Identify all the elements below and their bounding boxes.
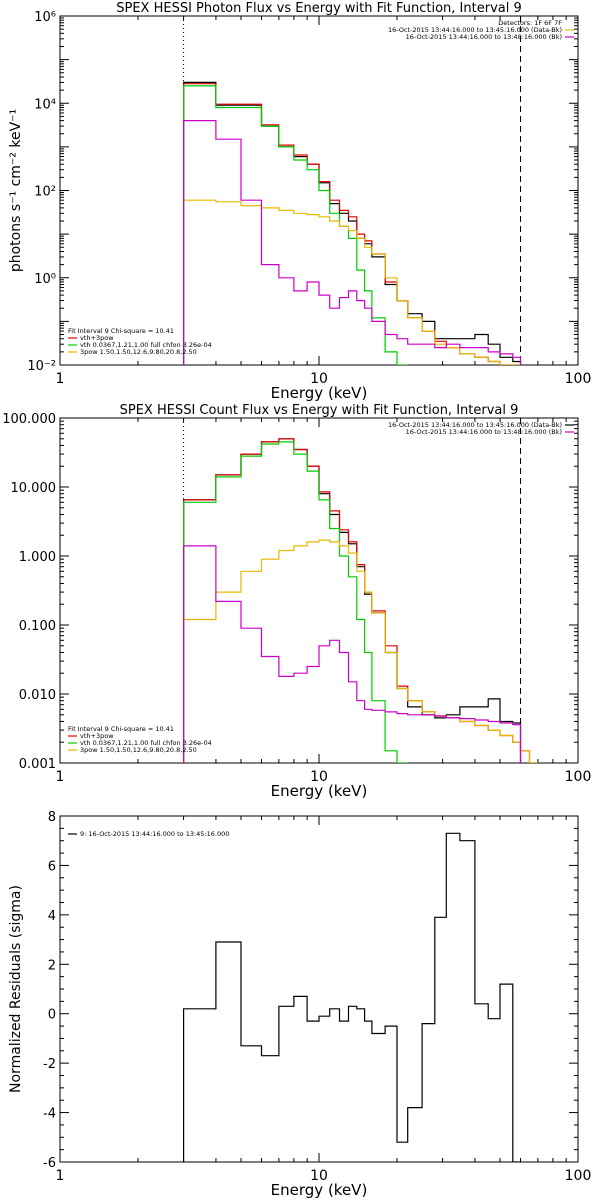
legend-left-entry: vth 0.0367,1.21,1.00 full chfon 3.26e-04 — [80, 341, 212, 349]
legend-left-entry: vth+3pow — [80, 334, 114, 342]
y-tick-label: 0 — [48, 1008, 56, 1023]
y-axis-label: photons s⁻¹ cm⁻² keV⁻¹ — [8, 109, 24, 272]
chart-1: 1 10 100 Energy (keV) 10⁻² 10⁰ 10² 10⁴ 10⁶ photon… — [8, 1, 591, 402]
series-vth — [183, 85, 408, 365]
x-tick-label: 100 — [565, 371, 592, 387]
series-data — [183, 81, 522, 365]
x-axis-label: Energy (keV) — [271, 1181, 368, 1199]
y-tick-label: 0.100 — [19, 619, 56, 634]
legend-right-entry: 16-Oct-2015 13:44:16.000 to 13:48:16.000… — [406, 428, 562, 436]
legend-left-entry: vth+3pow — [80, 732, 114, 740]
series-3pow — [183, 539, 538, 763]
series-group — [183, 438, 538, 763]
legend-left-entry: 9: 16-Oct-2015 13:44:16.000 to 13:45:16.… — [80, 830, 229, 838]
y-tick-label: 100.000 — [2, 412, 56, 427]
legend-left-entry: Fit Interval 9 Chi-square = 10.41 — [68, 327, 174, 335]
legend-right-entry: 16-Oct-2015 13:44:16.000 to 13:45:16.000… — [388, 26, 562, 34]
x-tick-label: 1 — [56, 769, 65, 785]
legend-left-entry: 3pow 1.50,1.50,12.6,9.80,20.8,2.50 — [80, 348, 197, 356]
y-tick-label: 0.001 — [19, 757, 56, 772]
legend-left-entry: vth 0.0367,1.21,1.00 full chfon 3.26e-04 — [80, 739, 212, 747]
chart-2: 1 10 100 Energy (keV) 0.001 0.010 0.100 1.000 10… — [2, 403, 591, 800]
x-axis-label: Energy (keV) — [271, 384, 368, 402]
y-axis-label: Normalized Residuals (sigma) — [8, 885, 24, 1093]
x-tick-label: 10 — [310, 371, 328, 387]
x-axis-label: Energy (keV) — [271, 782, 368, 800]
series-Bk — [183, 120, 522, 365]
y-tick-label: 4 — [48, 909, 56, 924]
x-tick-label: 100 — [565, 1168, 592, 1184]
chart-3: 1 10 100 Energy (keV) -6 -4 -2 0 2 4 6 8 Normalized … — [8, 810, 591, 1199]
legend-right-entry: 16-Oct-2015 13:44:16.000 to 13:45:16.000… — [388, 421, 562, 429]
y-tick-label: 8 — [48, 810, 56, 825]
chart-title: SPEX HESSI Photon Flux vs Energy with Fi… — [116, 1, 522, 16]
legend-left-entry: 3pow 1.50,1.50,12.6,9.80,20.8,2.50 — [80, 746, 197, 754]
y-tick-label: -2 — [43, 1057, 56, 1072]
series-vth+3pow — [183, 83, 521, 365]
legend-right-entry: 16-Oct-2015 13:44:16.000 to 13:48:16.000… — [406, 33, 562, 41]
series-Bk — [183, 545, 522, 763]
legend-right-entry: Detectors: 1F 6F 7F — [498, 19, 562, 27]
y-tick-label: -6 — [43, 1156, 56, 1171]
y-tick-label: 10² — [34, 185, 56, 200]
y-tick-label: 10.000 — [11, 481, 57, 496]
x-tick-label: 100 — [565, 769, 592, 785]
y-tick-label: 2 — [48, 958, 56, 973]
series-residuals — [183, 832, 521, 1162]
y-tick-label: 10⁴ — [34, 97, 56, 112]
y-tick-label: 6 — [48, 859, 56, 874]
y-tick-label: 10⁻² — [27, 359, 56, 374]
chart-title: SPEX HESSI Count Flux vs Energy with Fit… — [120, 403, 519, 418]
series-vth — [183, 441, 408, 763]
y-tick-label: -4 — [43, 1107, 56, 1122]
x-tick-label: 1 — [56, 371, 65, 387]
series-3pow — [183, 199, 521, 365]
x-tick-label: 10 — [310, 1168, 328, 1184]
y-tick-label: 1.000 — [19, 550, 56, 565]
y-tick-label: 10⁶ — [34, 10, 56, 25]
x-tick-label: 10 — [310, 769, 328, 785]
legend-left-entry: Fit Interval 9 Chi-square = 10.41 — [68, 725, 174, 733]
series-group — [183, 832, 521, 1162]
y-tick-label: 10⁰ — [34, 272, 56, 287]
y-tick-label: 0.010 — [19, 688, 56, 703]
x-tick-label: 1 — [56, 1168, 65, 1184]
series-group — [183, 81, 522, 365]
